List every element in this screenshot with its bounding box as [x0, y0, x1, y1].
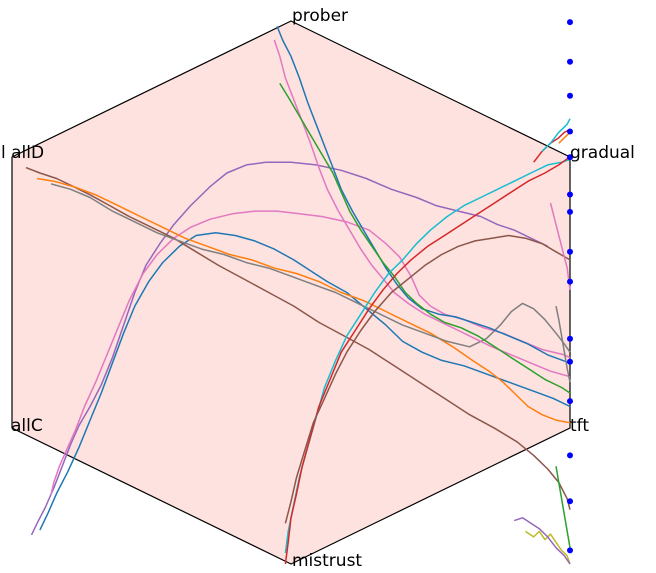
endpoint-marker-15	[567, 547, 573, 554]
trajectory-line-9	[279, 83, 571, 394]
trajectory-line-19	[549, 202, 571, 290]
trajectory-line-18	[541, 118, 571, 152]
endpoint-marker-1	[567, 19, 573, 26]
endpoint-marker-2	[567, 58, 573, 65]
vertex-label-gradual: gradual	[570, 143, 635, 163]
trajectory-line-4	[25, 166, 571, 510]
trajectory-line-20	[558, 131, 571, 144]
trajectory-line-15	[555, 466, 571, 548]
trajectory-line-3	[39, 232, 571, 531]
endpoint-marker-9	[567, 278, 573, 285]
trajectory-line-1	[30, 161, 549, 536]
vertex-label-tft: tft	[570, 416, 589, 436]
trajectory-line-17	[533, 128, 571, 163]
trajectory-lines	[25, 26, 571, 565]
vertex-label-mistrust: mistrust	[292, 551, 362, 571]
endpoint-marker-8	[567, 248, 573, 255]
endpoint-marker-14	[567, 498, 573, 505]
trajectory-line-5	[36, 177, 571, 424]
trajectory-line-12	[284, 234, 571, 524]
endpoint-marker-10	[567, 335, 573, 342]
vertex-label-allC: allC	[11, 416, 43, 436]
endpoint-marker-12	[567, 398, 573, 405]
endpoint-marker-6	[567, 191, 573, 198]
endpoint-marker-13	[567, 452, 573, 459]
vertex-label-prober: prober	[292, 6, 348, 26]
trajectory-line-13	[524, 530, 571, 565]
trajectory-line-14	[513, 517, 571, 565]
endpoint-marker-11	[567, 358, 573, 365]
trajectory-line-6	[50, 183, 571, 353]
trajectory-line-11	[284, 156, 571, 565]
endpoint-marker-7	[567, 208, 573, 215]
endpoint-marker-4	[567, 128, 573, 135]
endpoint-marker-5	[567, 154, 573, 161]
endpoint-marker-3	[567, 92, 573, 99]
vertex-label-allD: l allD	[1, 143, 44, 163]
trajectory-line-16	[555, 305, 571, 383]
endpoint-markers	[567, 19, 573, 554]
